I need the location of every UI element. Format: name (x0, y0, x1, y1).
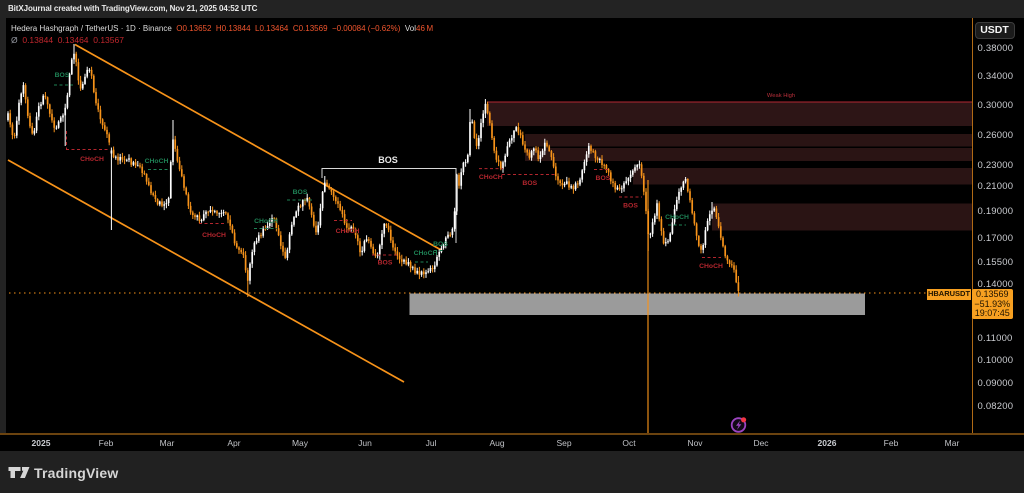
svg-text:BOS: BOS (55, 72, 70, 79)
svg-text:Weak High: Weak High (767, 93, 795, 99)
svg-text:CHoCH: CHoCH (699, 263, 723, 270)
svg-text:BOS: BOS (623, 203, 638, 210)
svg-text:CHoCH: CHoCH (202, 232, 226, 239)
svg-text:CHoCH: CHoCH (479, 174, 503, 181)
svg-text:CHoCH: CHoCH (665, 214, 689, 221)
svg-text:BOS: BOS (522, 180, 537, 187)
svg-text:BOS: BOS (293, 189, 308, 196)
svg-text:CHoCH: CHoCH (254, 218, 278, 225)
svg-text:BOS: BOS (596, 175, 611, 182)
svg-text:CHoCH: CHoCH (80, 156, 104, 163)
svg-text:BOS: BOS (378, 155, 398, 165)
svg-text:CHoCH: CHoCH (336, 228, 360, 235)
svg-text:BOS: BOS (378, 260, 393, 267)
svg-text:CHoCH: CHoCH (145, 158, 169, 165)
svg-text:CHoCH: CHoCH (414, 250, 438, 257)
svg-text:BOS: BOS (433, 241, 448, 248)
